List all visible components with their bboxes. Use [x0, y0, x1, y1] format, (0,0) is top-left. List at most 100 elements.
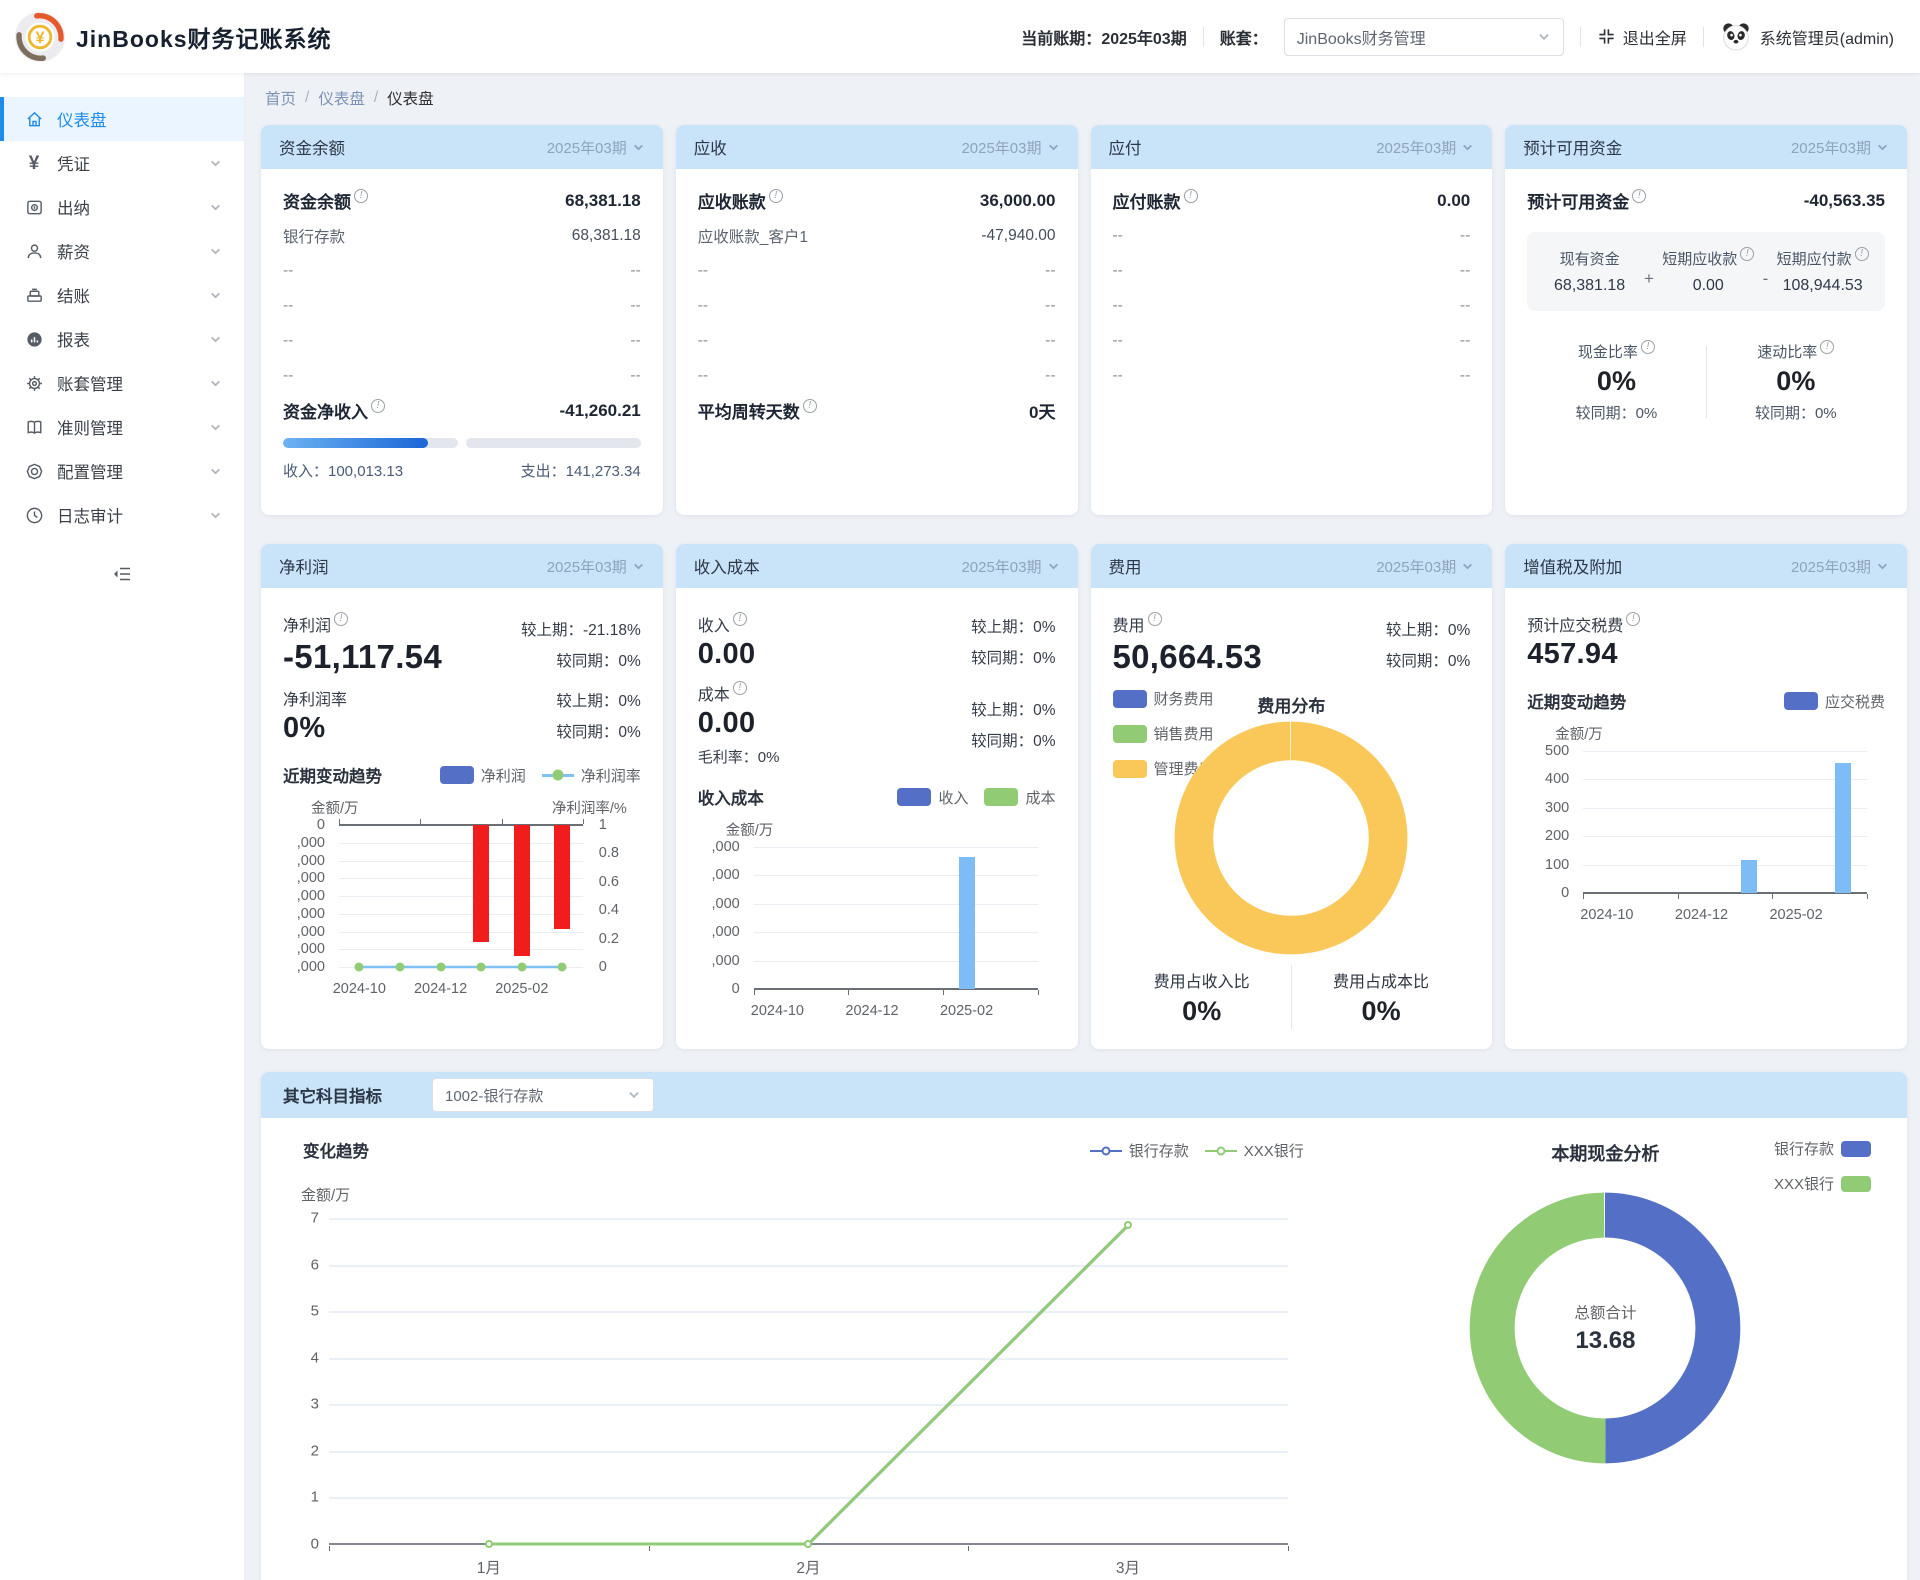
- card-title: 收入成本: [693, 559, 760, 577]
- legend-item[interactable]: 银行存款: [1089, 1140, 1189, 1161]
- breadcrumb-home[interactable]: 首页: [265, 91, 297, 108]
- breadcrumb-current: 仪表盘: [387, 91, 434, 108]
- metric-row: 应收账款_客户1 -47,940.00: [697, 226, 1056, 246]
- sidebar-item-label: 日志审计: [57, 508, 123, 526]
- legend-item[interactable]: 销售费用: [1112, 723, 1214, 744]
- income-expense-progress: [283, 438, 641, 448]
- legend-item[interactable]: 银行存款: [1774, 1138, 1871, 1159]
- breadcrumb-dashboard[interactable]: 仪表盘: [318, 91, 365, 108]
- period-filter[interactable]: 2025年03期: [961, 556, 1059, 577]
- info-icon: [1183, 188, 1198, 203]
- period-filter[interactable]: 2025年03期: [1376, 556, 1474, 577]
- legend-item[interactable]: 收入: [897, 787, 968, 808]
- subject-trend-area: 变化趋势 银行存款 XXX银行 金额/万 7 6 5 4 3 2 1 0 1月 2月 3月: [277, 1134, 1314, 1580]
- legend-item[interactable]: 财务费用: [1112, 688, 1214, 709]
- trend-title: 近期变动趋势: [283, 768, 382, 786]
- subject-select[interactable]: 1002-银行存款: [432, 1078, 654, 1112]
- metric-expense: 费用 50,664.53 较上期：0%较同期：0%: [1113, 612, 1470, 676]
- chevron-down-icon: [211, 336, 220, 342]
- chevron-down-icon: [211, 204, 220, 210]
- metric-cost: 成本 0.00 毛利率：0% 较上期：0%较同期：0%: [698, 681, 1056, 767]
- period-filter[interactable]: 2025年03期: [547, 137, 645, 158]
- sidebar-item-label: 准则管理: [57, 420, 123, 438]
- metric-row: -- --: [283, 296, 641, 314]
- metric-net-profit: 净利润 -51,117.54 较上期：-21.18%较同期：0%: [283, 612, 641, 676]
- period-filter[interactable]: 2025年03期: [1791, 137, 1889, 158]
- user-icon: [24, 241, 44, 261]
- expense-total: 支出：141,273.34: [520, 463, 641, 480]
- info-icon: [768, 188, 783, 203]
- ledger-select-value: JinBooks财务管理: [1296, 30, 1426, 48]
- app-logo-icon: ¥: [15, 11, 65, 62]
- metric-row: -- --: [283, 331, 641, 349]
- info-icon: [354, 188, 368, 203]
- chart-icon: [24, 329, 44, 349]
- app-header: ¥ JinBooks财务记账系统 当前账期：2025年03期 账套： JinBo…: [0, 0, 1920, 73]
- card-income-cost: 收入成本 2025年03期 收入 0.00 较上期：0%较同期：0% 成本: [675, 544, 1078, 1049]
- trend-title: 变化趋势: [303, 1143, 369, 1161]
- card-title: 预计可用资金: [1523, 140, 1623, 158]
- subject-select-value: 1002-银行存款: [445, 1087, 544, 1105]
- sidebar-item-dashboard[interactable]: 仪表盘: [0, 97, 244, 141]
- info-icon: [1640, 339, 1655, 354]
- user-menu[interactable]: 系统管理员(admin): [1720, 21, 1894, 53]
- metric-row: 应付账款0.00: [1113, 183, 1470, 218]
- legend-item[interactable]: 应交税费: [1783, 691, 1885, 712]
- chevron-down-icon: [211, 160, 220, 166]
- sidebar-item-closing[interactable]: 结账: [0, 273, 244, 317]
- sidebar-collapse-button[interactable]: [107, 559, 137, 589]
- metric-row: 平均周转天数0天: [698, 393, 1056, 428]
- user-name: 系统管理员(admin): [1759, 30, 1894, 48]
- chevron-down-icon: [633, 144, 643, 150]
- income-cost-chart: 金额/万 ,000,000,000,000,000 0 2024-10 2024-12 2…: [698, 817, 1056, 1019]
- sidebar-item-audit[interactable]: 日志审计: [0, 493, 244, 537]
- sidebar-item-cashier[interactable]: 出纳: [0, 185, 244, 229]
- sidebar-item-voucher[interactable]: ¥ 凭证: [0, 141, 244, 185]
- blocks-icon: [24, 285, 44, 305]
- net-profit-chart: 金额/万 净利润率/% 0,000,000,000,000,000,000,000,…: [296, 801, 627, 997]
- chevron-down-icon: [629, 1092, 639, 1099]
- period-filter[interactable]: 2025年03期: [547, 556, 645, 577]
- card-expense: 费用 2025年03期 费用 50,664.53 较上期：0%较同期：0% 财务…: [1090, 544, 1493, 1049]
- chevron-down-icon: [211, 380, 220, 386]
- sidebar-item-standards[interactable]: 准则管理: [0, 405, 244, 449]
- ledger-select[interactable]: JinBooks财务管理: [1283, 17, 1564, 56]
- info-icon: [334, 612, 349, 626]
- chevron-down-icon: [1538, 33, 1549, 40]
- chevron-down-icon: [1048, 144, 1058, 150]
- yen-icon: ¥: [28, 152, 40, 174]
- sidebar-item-label: 出纳: [57, 200, 90, 218]
- menu-fold-icon: [114, 567, 130, 581]
- sidebar-item-config[interactable]: 配置管理: [0, 449, 244, 493]
- legend-item[interactable]: XXX银行: [1774, 1173, 1871, 1194]
- trend-title: 近期变动趋势: [1527, 694, 1627, 712]
- metric-row: -- --: [1112, 261, 1471, 279]
- expense-donut-chart: [1113, 721, 1471, 955]
- period-filter[interactable]: 2025年03期: [1791, 556, 1889, 577]
- cash-donut-chart: 总额合计 13.68: [1314, 1192, 1897, 1464]
- sidebar-item-label: 结账: [57, 288, 90, 306]
- sidebar-item-label: 账套管理: [57, 376, 123, 394]
- breadcrumb: 首页 / 仪表盘 / 仪表盘: [265, 89, 434, 108]
- metric-row: 资金余额68,381.18: [283, 183, 641, 218]
- book-icon: [24, 417, 44, 437]
- chevron-down-icon: [1048, 563, 1058, 569]
- card-vat: 增值税及附加 2025年03期 预计应交税费 457.94 近期变动趋势 应交税…: [1505, 544, 1907, 1049]
- period-filter[interactable]: 2025年03期: [1376, 137, 1474, 158]
- exit-fullscreen-button[interactable]: 退出全屏: [1597, 25, 1687, 49]
- sidebar-item-reports[interactable]: 报表: [0, 317, 244, 361]
- period-filter[interactable]: 2025年03期: [961, 137, 1059, 158]
- metric-row: -- --: [1112, 296, 1471, 314]
- sidebar-item-label: 仪表盘: [57, 112, 107, 130]
- legend-item[interactable]: 净利润: [439, 765, 526, 786]
- svg-text:¥: ¥: [35, 28, 44, 46]
- home-icon: [24, 109, 44, 129]
- info-icon: [732, 612, 747, 626]
- legend-item[interactable]: 成本: [984, 787, 1056, 808]
- sidebar-item-label: 配置管理: [57, 464, 123, 482]
- legend-item[interactable]: 净利润率: [541, 765, 641, 786]
- card-other-subjects: 其它科目指标 1002-银行存款 变化趋势 银行存款 XXX银行 金额/万 7 6 5 4…: [261, 1072, 1907, 1580]
- sidebar-item-ledger-mgmt[interactable]: 账套管理: [0, 361, 244, 405]
- legend-item[interactable]: XXX银行: [1204, 1140, 1304, 1161]
- sidebar-item-payroll[interactable]: 薪资: [0, 229, 244, 273]
